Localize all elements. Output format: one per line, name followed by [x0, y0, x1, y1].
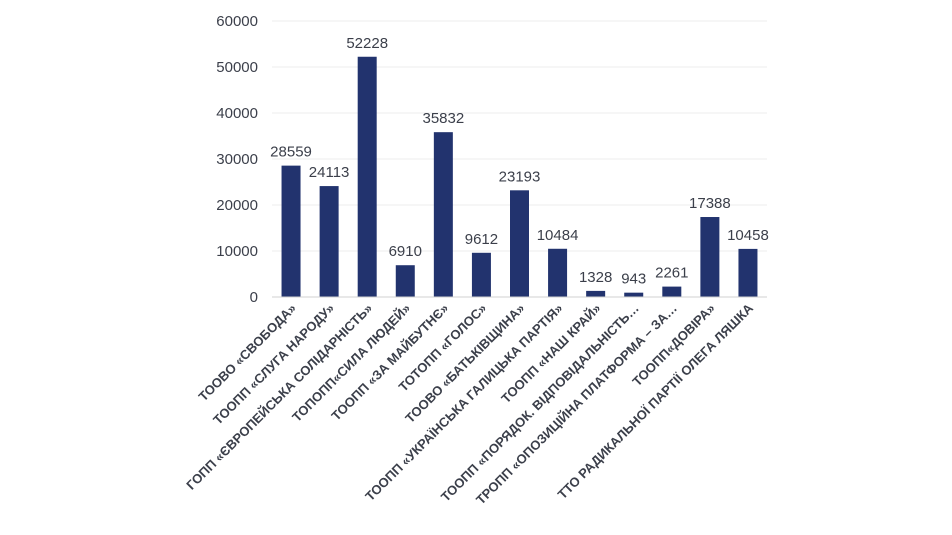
y-tick-label: 20000	[216, 197, 258, 214]
data-label: 6910	[389, 243, 422, 260]
data-labels: 28559 24113 52228 6910 35832 9612 23193 10484 13…	[270, 35, 769, 288]
data-label: 10484	[537, 227, 579, 244]
data-label: 10458	[727, 227, 769, 244]
bar	[395, 265, 415, 297]
data-label: 52228	[346, 35, 388, 52]
data-label: 24113	[309, 164, 350, 181]
bar	[319, 186, 339, 297]
data-label: 28559	[270, 144, 312, 161]
y-tick-label: 30000	[216, 151, 258, 168]
bar	[281, 165, 301, 297]
bars	[281, 56, 758, 297]
y-tick-label: 50000	[216, 59, 258, 76]
category-labels: ТООВО «СВОБОДА»ТООПП «СЛУГА НАРОДУ»ГОПП …	[183, 300, 756, 507]
data-label: 2261	[655, 265, 688, 282]
y-tick-label: 60000	[216, 13, 258, 30]
bar	[624, 292, 644, 297]
y-tick-label: 40000	[216, 105, 258, 122]
y-tick-label: 0	[250, 289, 258, 306]
bar	[738, 248, 758, 297]
y-axis-ticks: 0 10000 20000 30000 40000 50000 60000	[216, 13, 258, 306]
bar	[700, 217, 720, 297]
data-label: 23193	[499, 168, 541, 185]
y-tick-label: 10000	[216, 243, 258, 260]
data-label: 1328	[579, 269, 612, 286]
data-label: 9612	[465, 231, 498, 248]
data-label: 17388	[689, 195, 731, 212]
bar	[471, 252, 491, 297]
data-label: 35832	[422, 110, 464, 127]
bar	[433, 132, 453, 297]
bar	[548, 248, 568, 297]
data-label: 943	[621, 271, 646, 288]
gridlines	[272, 20, 767, 252]
bar	[357, 56, 377, 297]
bar	[586, 290, 606, 297]
bar	[510, 190, 529, 297]
bar	[662, 286, 682, 297]
